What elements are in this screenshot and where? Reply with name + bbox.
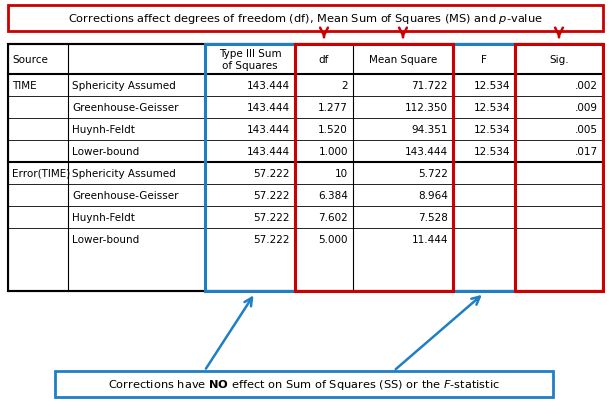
Text: 5.000: 5.000 [318, 234, 348, 245]
Bar [295, 45, 453, 291]
Text: Corrections have $\mathbf{NO}$ effect on Sum of Squares (SS) or the $\mathit{F}$: Corrections have $\mathbf{NO}$ effect on… [108, 377, 500, 391]
Text: .009: .009 [575, 103, 598, 113]
Bar [453, 45, 515, 291]
Text: 57.222: 57.222 [254, 191, 290, 200]
Text: .005: .005 [575, 125, 598, 135]
Text: 12.534: 12.534 [474, 81, 510, 91]
Text: 7.602: 7.602 [318, 213, 348, 222]
Text: df: df [319, 55, 329, 65]
Text: 143.444: 143.444 [247, 81, 290, 91]
Text: 11.444: 11.444 [411, 234, 448, 245]
Text: Huynh-Feldt: Huynh-Feldt [72, 213, 135, 222]
Text: Lower-bound: Lower-bound [72, 147, 139, 157]
Bar [8, 45, 603, 291]
Text: 1.000: 1.000 [318, 147, 348, 157]
Text: 6.384: 6.384 [318, 191, 348, 200]
Text: Mean Square: Mean Square [369, 55, 437, 65]
Text: .017: .017 [575, 147, 598, 157]
Text: 57.222: 57.222 [254, 169, 290, 179]
Text: Sig.: Sig. [549, 55, 569, 65]
Text: Corrections affect degrees of freedom (df), Mean Sum of Squares (MS) and $p$-val: Corrections affect degrees of freedom (d… [68, 12, 543, 26]
Text: 57.222: 57.222 [254, 213, 290, 222]
Text: 94.351: 94.351 [411, 125, 448, 135]
Text: 2: 2 [342, 81, 348, 91]
Text: 143.444: 143.444 [405, 147, 448, 157]
Text: 12.534: 12.534 [474, 103, 510, 113]
Text: .002: .002 [575, 81, 598, 91]
Text: 5.722: 5.722 [418, 169, 448, 179]
Text: Error(TIME): Error(TIME) [12, 169, 70, 179]
Bar [515, 45, 603, 291]
Text: 71.722: 71.722 [411, 81, 448, 91]
Bar [8, 6, 603, 32]
Text: 112.350: 112.350 [405, 103, 448, 113]
Text: 143.444: 143.444 [247, 103, 290, 113]
Text: Source: Source [12, 55, 48, 65]
Text: Lower-bound: Lower-bound [72, 234, 139, 245]
Text: 143.444: 143.444 [247, 147, 290, 157]
Text: Sphericity Assumed: Sphericity Assumed [72, 81, 176, 91]
Bar [55, 371, 553, 397]
Text: F: F [481, 55, 487, 65]
Text: 12.534: 12.534 [474, 147, 510, 157]
Text: Sphericity Assumed: Sphericity Assumed [72, 169, 176, 179]
Text: Huynh-Feldt: Huynh-Feldt [72, 125, 135, 135]
Text: 143.444: 143.444 [247, 125, 290, 135]
Text: Type III Sum
of Squares: Type III Sum of Squares [219, 49, 281, 71]
Text: 8.964: 8.964 [418, 191, 448, 200]
Text: TIME: TIME [12, 81, 37, 91]
Text: 57.222: 57.222 [254, 234, 290, 245]
Text: Greenhouse-Geisser: Greenhouse-Geisser [72, 191, 178, 200]
Text: 10: 10 [335, 169, 348, 179]
Text: 1.277: 1.277 [318, 103, 348, 113]
Text: 12.534: 12.534 [474, 125, 510, 135]
Text: 1.520: 1.520 [318, 125, 348, 135]
Text: 7.528: 7.528 [418, 213, 448, 222]
Bar [205, 45, 295, 291]
Text: Greenhouse-Geisser: Greenhouse-Geisser [72, 103, 178, 113]
